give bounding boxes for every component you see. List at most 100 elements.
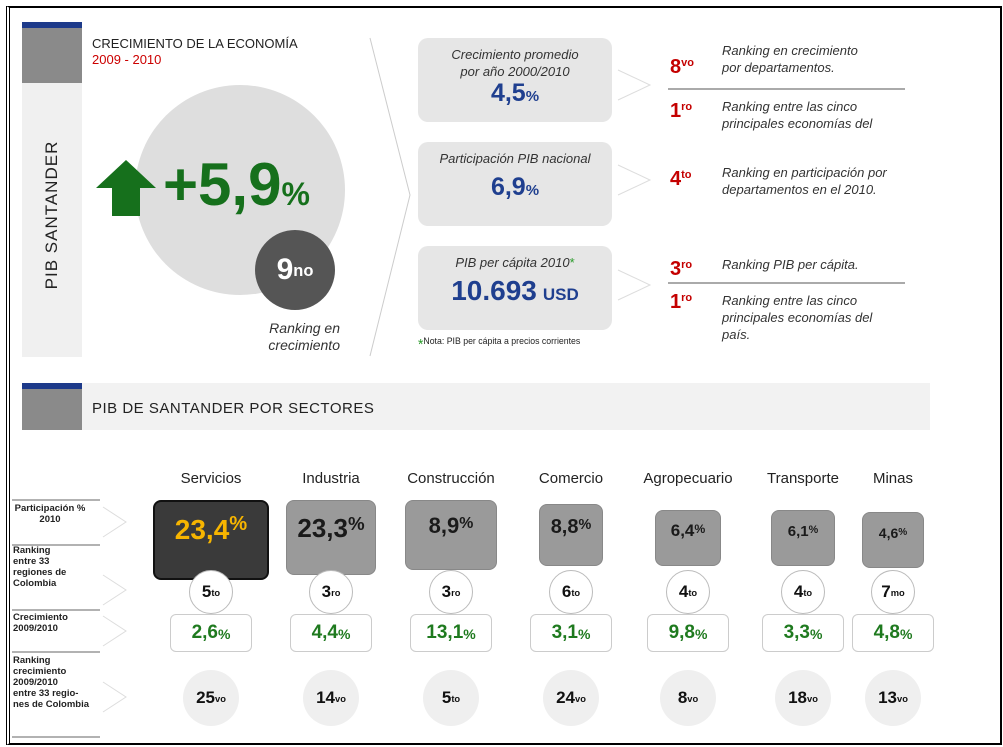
- row-label-line: Ranking: [13, 655, 51, 666]
- chevron: [102, 574, 127, 606]
- growth-unit: %: [809, 626, 823, 642]
- share-box: 23,3%: [286, 500, 376, 575]
- rank-digit: 4: [793, 582, 804, 601]
- share-unit: %: [694, 521, 706, 536]
- share-unit: %: [898, 526, 908, 538]
- growth-box: 4,8%: [852, 614, 934, 652]
- growth-value: 3,3: [783, 622, 810, 643]
- label-line: Participación PIB nacional: [418, 150, 612, 167]
- label-text: PIB per cápita 2010: [455, 255, 570, 270]
- value-unit: %: [525, 88, 540, 105]
- rank-digit: 1: [670, 100, 682, 122]
- sector-name: Industria: [302, 470, 360, 487]
- growth-value: 9,8: [668, 622, 695, 643]
- rank-suffix: to: [681, 169, 692, 182]
- growth-box: 9,8%: [647, 614, 729, 652]
- share-box: 4,6%: [862, 512, 924, 568]
- ranking-number: 1ro: [670, 100, 692, 123]
- gray-square: [22, 389, 82, 430]
- share-box: 23,4%: [153, 500, 269, 580]
- growth-number: +5,9: [163, 151, 282, 218]
- rank-digit: 6: [561, 582, 572, 601]
- growth-box: 2,6%: [170, 614, 252, 652]
- rank-digit: 5: [441, 688, 452, 707]
- rank-suffix: mo: [890, 587, 905, 598]
- value-number: 4,5: [490, 79, 526, 107]
- share-unit: %: [578, 516, 592, 533]
- rank-suffix: to: [803, 587, 813, 598]
- share-value: 23,4: [174, 514, 230, 545]
- label-line: por año 2000/2010: [418, 63, 612, 80]
- growth-value: 2,6: [191, 622, 218, 643]
- rank-suffix: vo: [897, 693, 908, 704]
- chevron: [102, 681, 127, 713]
- ranking-line: Ranking entre las cinco: [722, 293, 858, 308]
- rank-suffix: vo: [807, 693, 818, 704]
- ranking-line: departamentos en el 2010.: [722, 182, 877, 197]
- rank-suffix: vo: [687, 693, 699, 704]
- row-label-line: nes de Colombia: [13, 699, 90, 710]
- rank-circle: 5 to: [189, 570, 233, 614]
- rank-suffix: vo: [575, 693, 586, 704]
- rank-suffix: to: [451, 693, 461, 704]
- share-value: 6,1: [787, 522, 809, 540]
- rank-suffix: vo: [335, 693, 346, 704]
- arrow-shape: [96, 160, 156, 216]
- rank-suffix: ro: [681, 292, 693, 305]
- growth-rank-circle: 5 to: [423, 670, 479, 726]
- chevron: [102, 615, 127, 647]
- chevron: [617, 269, 652, 301]
- indicator-value: 4,5%: [418, 80, 612, 110]
- rank-digit: 7: [881, 582, 891, 601]
- ranking-line: Ranking en crecimiento: [722, 43, 858, 58]
- growth-box: 3,3%: [762, 614, 844, 652]
- rank-digit: 14: [316, 688, 335, 707]
- growth-rank-circle: 14 vo: [303, 670, 359, 726]
- growth-rank-circle: 18 vo: [775, 670, 831, 726]
- up-arrow: [96, 160, 156, 216]
- chevron: [102, 506, 127, 538]
- sector-name: Agropecuario: [643, 470, 733, 487]
- label-line: Crecimiento promedio: [418, 46, 612, 63]
- share-value: 23,3: [297, 512, 348, 543]
- header-period: 2009 - 2010: [92, 52, 162, 67]
- growth-box: 4,4%: [290, 614, 372, 652]
- caption-line: Ranking en: [269, 320, 340, 336]
- rank-digit: 8: [677, 688, 688, 707]
- value-unit: %: [525, 182, 540, 199]
- row-label-line: Colombia: [13, 578, 57, 589]
- note: *Nota: PIB per cápita a precios corrient…: [418, 336, 580, 353]
- rank-suffix: vo: [681, 57, 694, 70]
- ranking-number: 3ro: [670, 258, 692, 281]
- rank-suffix: ro: [681, 101, 693, 114]
- rank-suffix: ro: [451, 587, 461, 598]
- row-label-line: Crecimiento: [13, 612, 68, 623]
- rank-suffix: no: [293, 262, 314, 281]
- ranking-line: país.: [722, 327, 751, 342]
- row-label-line: crecimiento: [13, 666, 67, 677]
- rank-digit: 4: [678, 582, 689, 601]
- rank-digit: 5: [201, 582, 212, 601]
- growth-unit: %: [281, 176, 310, 212]
- rank-suffix: to: [688, 587, 698, 598]
- row-label-line: Participación %: [14, 503, 86, 514]
- ranking-line: principales economías del: [722, 310, 873, 325]
- ranking-number: 4to: [670, 168, 692, 191]
- indicator-box: Crecimiento promedio por año 2000/2010 4,5…: [418, 38, 612, 122]
- rank-digit: 3: [441, 582, 452, 601]
- growth-unit: %: [337, 626, 351, 642]
- growth-unit: %: [899, 626, 913, 642]
- blue-strip: [22, 22, 82, 28]
- indicator-label: Crecimiento promedio por año 2000/2010: [418, 38, 612, 80]
- rank-suffix: to: [211, 587, 221, 598]
- value-number: 10.693: [451, 275, 537, 306]
- row-label-line: 2010: [39, 514, 61, 525]
- note-text: Nota: PIB per cápita a precios corriente…: [423, 336, 581, 347]
- header-title: CRECIMIENTO DE LA ECONOMÍA: [92, 36, 298, 51]
- rank-suffix: ro: [681, 259, 693, 272]
- row-label-line: entre 33: [13, 556, 50, 567]
- sector-name: Minas: [872, 470, 913, 487]
- rank-digit: 24: [556, 688, 575, 707]
